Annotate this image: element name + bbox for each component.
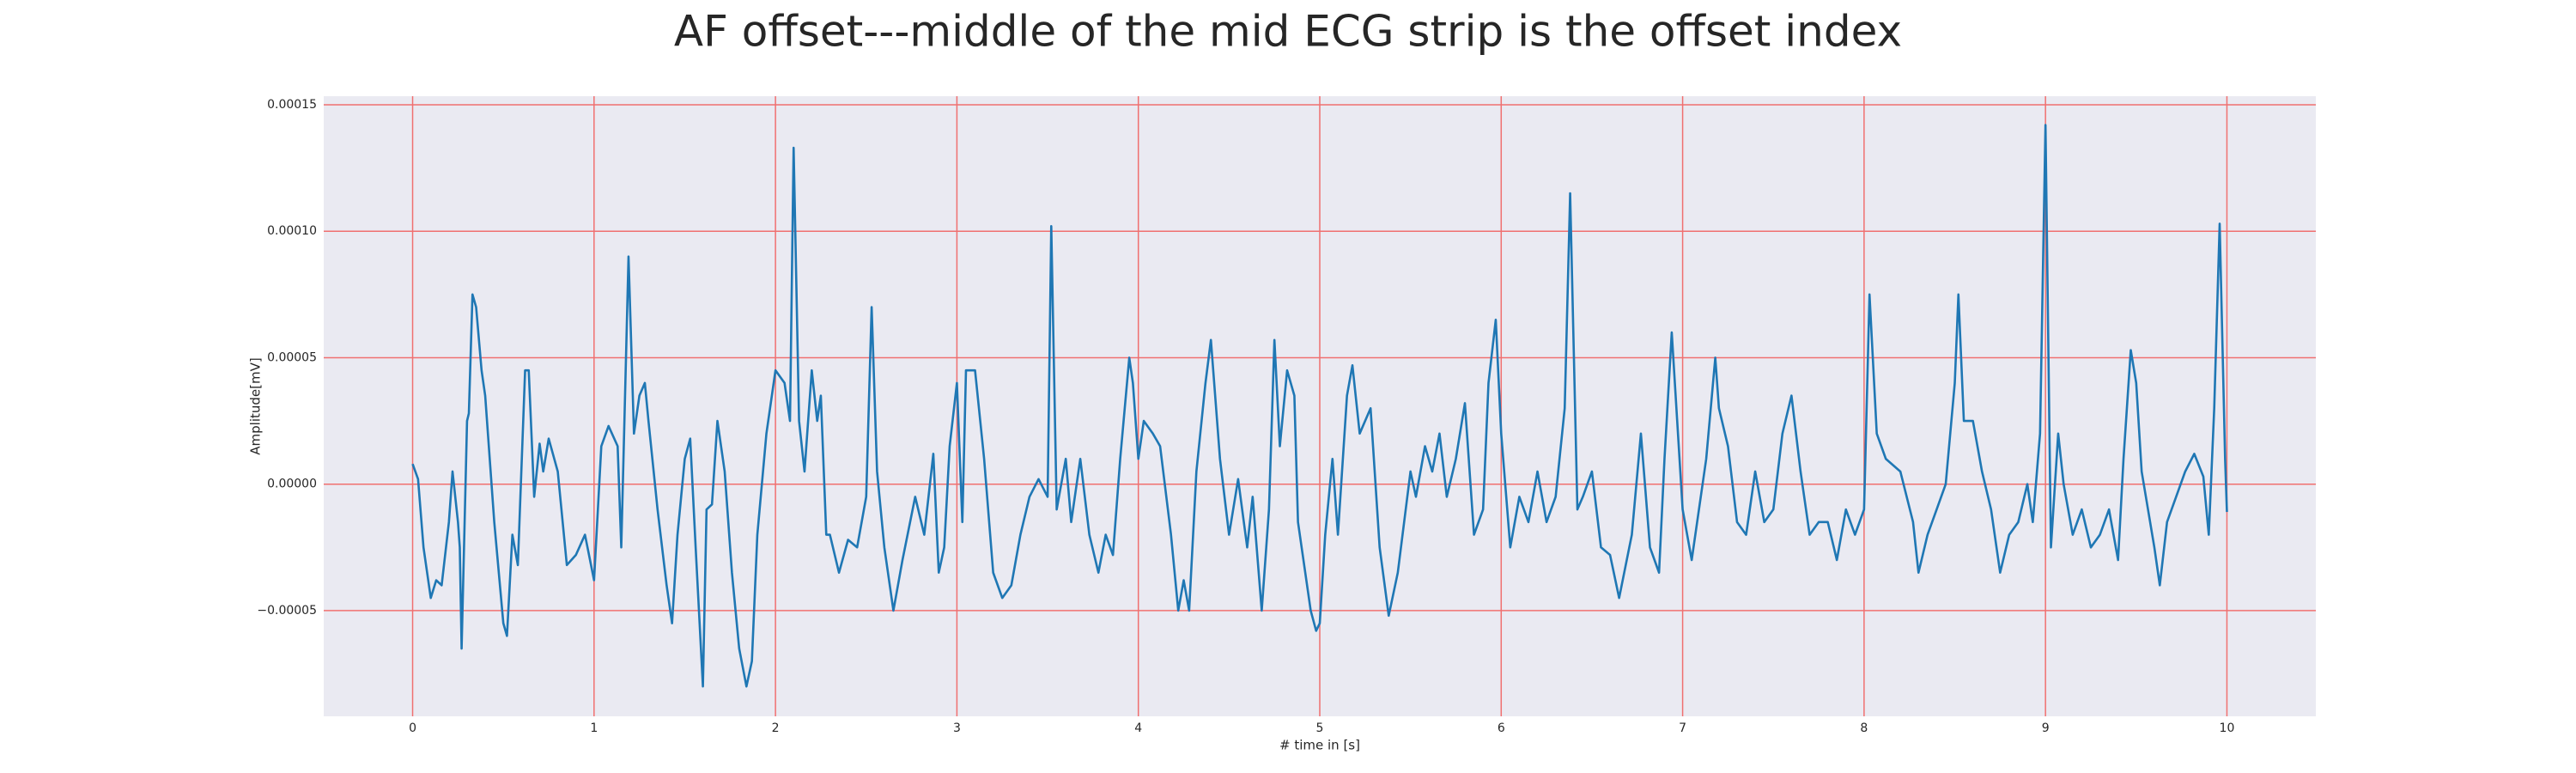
x-tick-label: 3 [953, 721, 961, 735]
x-tick-label: 4 [1134, 721, 1142, 735]
y-tick-label: 0.00015 [267, 98, 317, 112]
x-tick-label: 6 [1498, 721, 1505, 735]
x-tick-label: 8 [1860, 721, 1868, 735]
x-tick-label: 7 [1679, 721, 1686, 735]
chart-title: AF offset---middle of the mid ECG strip … [674, 7, 1902, 57]
x-tick-label: 10 [2220, 721, 2235, 735]
x-tick-label: 9 [2042, 721, 2050, 735]
x-tick-label: 5 [1316, 721, 1324, 735]
y-tick-label: 0.00010 [267, 224, 317, 238]
ecg-line [411, 124, 2228, 688]
y-tick-label: 0.00000 [267, 478, 317, 491]
y-tick-label: −0.00005 [257, 604, 317, 618]
y-tick-label: 0.00005 [267, 350, 317, 364]
x-tick-label: 0 [409, 721, 416, 735]
x-tick-label: 2 [772, 721, 780, 735]
x-tick-label: 1 [590, 721, 598, 735]
x-axis-label: # time in [s] [1279, 738, 1360, 753]
y-axis-label: Amplitude[mV] [248, 357, 264, 454]
